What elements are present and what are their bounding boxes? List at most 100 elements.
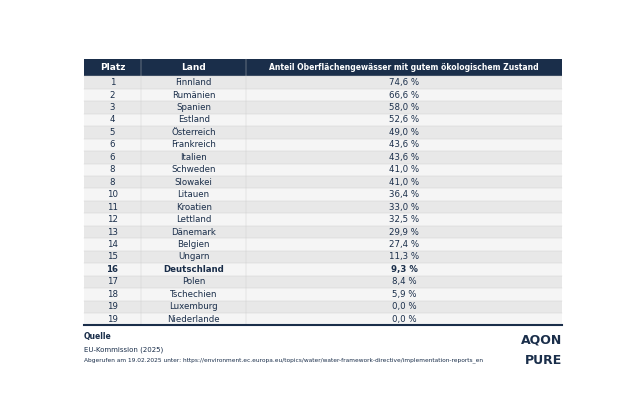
Text: Estland: Estland (178, 115, 210, 124)
FancyBboxPatch shape (84, 288, 141, 300)
FancyBboxPatch shape (84, 300, 141, 313)
Text: 43,6 %: 43,6 % (389, 153, 420, 162)
FancyBboxPatch shape (84, 101, 141, 114)
Text: Deutschland: Deutschland (163, 265, 224, 274)
Text: Luxemburg: Luxemburg (169, 302, 218, 311)
Text: 58,0 %: 58,0 % (389, 103, 420, 112)
FancyBboxPatch shape (246, 101, 562, 114)
Text: 1: 1 (110, 78, 115, 87)
FancyBboxPatch shape (246, 201, 562, 213)
Text: 4: 4 (110, 115, 115, 124)
FancyBboxPatch shape (246, 263, 562, 276)
Text: Lettland: Lettland (176, 215, 212, 224)
FancyBboxPatch shape (84, 164, 141, 176)
Text: 36,4 %: 36,4 % (389, 190, 420, 199)
FancyBboxPatch shape (246, 59, 562, 76)
FancyBboxPatch shape (84, 139, 141, 151)
Text: 15: 15 (107, 253, 118, 262)
FancyBboxPatch shape (141, 201, 246, 213)
Text: Belgien: Belgien (178, 240, 210, 249)
FancyBboxPatch shape (246, 276, 562, 288)
Text: Land: Land (181, 63, 206, 72)
Text: 19: 19 (107, 302, 118, 311)
Text: 41,0 %: 41,0 % (389, 178, 420, 187)
Text: 52,6 %: 52,6 % (389, 115, 420, 124)
FancyBboxPatch shape (141, 76, 246, 89)
Text: 66,6 %: 66,6 % (389, 91, 420, 100)
FancyBboxPatch shape (246, 300, 562, 313)
FancyBboxPatch shape (84, 313, 141, 325)
FancyBboxPatch shape (141, 213, 246, 226)
FancyBboxPatch shape (246, 126, 562, 139)
FancyBboxPatch shape (141, 313, 246, 325)
FancyBboxPatch shape (246, 89, 562, 101)
FancyBboxPatch shape (141, 126, 246, 139)
Text: Tschechien: Tschechien (170, 290, 217, 299)
FancyBboxPatch shape (246, 213, 562, 226)
Text: 74,6 %: 74,6 % (389, 78, 420, 87)
FancyBboxPatch shape (246, 139, 562, 151)
FancyBboxPatch shape (141, 226, 246, 238)
FancyBboxPatch shape (84, 126, 141, 139)
Text: Spanien: Spanien (176, 103, 211, 112)
FancyBboxPatch shape (84, 151, 141, 164)
Text: 12: 12 (107, 215, 118, 224)
FancyBboxPatch shape (141, 251, 246, 263)
Text: Schweden: Schweden (171, 165, 216, 174)
Text: Finnland: Finnland (176, 78, 212, 87)
FancyBboxPatch shape (141, 276, 246, 288)
FancyBboxPatch shape (84, 213, 141, 226)
FancyBboxPatch shape (84, 276, 141, 288)
FancyBboxPatch shape (84, 76, 141, 89)
FancyBboxPatch shape (141, 151, 246, 164)
FancyBboxPatch shape (141, 59, 246, 76)
FancyBboxPatch shape (141, 188, 246, 201)
Text: 32,5 %: 32,5 % (389, 215, 420, 224)
FancyBboxPatch shape (246, 313, 562, 325)
Text: Österreich: Österreich (171, 128, 216, 137)
FancyBboxPatch shape (141, 176, 246, 188)
FancyBboxPatch shape (246, 164, 562, 176)
Text: Dänemark: Dänemark (171, 227, 216, 236)
FancyBboxPatch shape (246, 176, 562, 188)
FancyBboxPatch shape (84, 226, 141, 238)
Text: Slowakei: Slowakei (175, 178, 212, 187)
Text: 2: 2 (110, 91, 115, 100)
Text: 16: 16 (106, 265, 118, 274)
Text: Polen: Polen (182, 277, 205, 286)
FancyBboxPatch shape (141, 263, 246, 276)
Text: AQON: AQON (521, 333, 562, 346)
FancyBboxPatch shape (84, 59, 141, 76)
Text: Anteil Oberflächengewässer mit gutem ökologischem Zustand: Anteil Oberflächengewässer mit gutem öko… (270, 63, 539, 72)
FancyBboxPatch shape (246, 251, 562, 263)
Text: 8: 8 (110, 165, 115, 174)
Text: Kroatien: Kroatien (176, 203, 212, 212)
FancyBboxPatch shape (84, 89, 141, 101)
Text: Frankreich: Frankreich (171, 140, 216, 150)
FancyBboxPatch shape (84, 176, 141, 188)
Text: 0,0 %: 0,0 % (392, 302, 416, 311)
Text: Platz: Platz (100, 63, 125, 72)
FancyBboxPatch shape (246, 288, 562, 300)
Text: Quelle: Quelle (84, 332, 112, 341)
FancyBboxPatch shape (141, 288, 246, 300)
Text: 3: 3 (110, 103, 115, 112)
Text: 17: 17 (107, 277, 118, 286)
FancyBboxPatch shape (246, 76, 562, 89)
FancyBboxPatch shape (246, 114, 562, 126)
Text: Litauen: Litauen (178, 190, 210, 199)
FancyBboxPatch shape (84, 263, 141, 276)
Text: EU-Kommission (2025): EU-Kommission (2025) (84, 346, 163, 353)
FancyBboxPatch shape (141, 101, 246, 114)
FancyBboxPatch shape (84, 188, 141, 201)
Text: PURE: PURE (525, 354, 562, 367)
FancyBboxPatch shape (84, 251, 141, 263)
FancyBboxPatch shape (246, 188, 562, 201)
Text: Abgerufen am 19.02.2025 unter: https://environment.ec.europa.eu/topics/water/wat: Abgerufen am 19.02.2025 unter: https://e… (84, 358, 483, 363)
Text: 49,0 %: 49,0 % (389, 128, 419, 137)
FancyBboxPatch shape (84, 114, 141, 126)
Text: 5,9 %: 5,9 % (392, 290, 416, 299)
Text: 6: 6 (110, 153, 115, 162)
FancyBboxPatch shape (246, 238, 562, 251)
FancyBboxPatch shape (141, 238, 246, 251)
